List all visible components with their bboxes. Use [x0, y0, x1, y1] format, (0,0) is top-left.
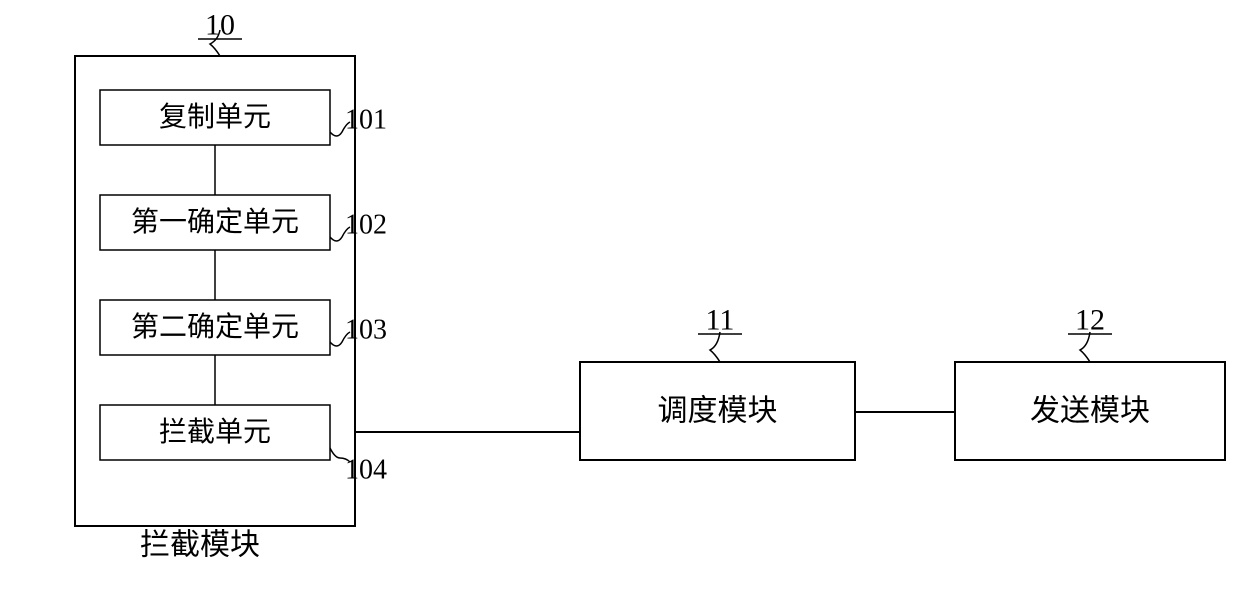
scheduling_module-ref-number: 11 — [706, 304, 735, 337]
unit-label-101: 复制单元 — [159, 101, 271, 133]
sending_module-ref-leader — [1080, 332, 1090, 362]
sending_module-ref-number: 12 — [1075, 304, 1105, 337]
ref-number-103: 103 — [345, 315, 387, 346]
unit-label-104: 拦截单元 — [159, 416, 271, 448]
sending_module-label: 发送模块 — [1030, 395, 1150, 428]
unit-label-102: 第一确定单元 — [131, 206, 299, 238]
ref-number-10: 10 — [205, 9, 235, 42]
ref-number-104: 104 — [345, 455, 387, 486]
scheduling_module-ref-leader — [710, 332, 720, 362]
ref-number-102: 102 — [345, 210, 387, 241]
unit-label-103: 第二确定单元 — [131, 311, 299, 343]
ref-number-101: 101 — [345, 105, 387, 136]
intercept-module-label: 拦截模块 — [140, 529, 260, 562]
scheduling_module-label: 调度模块 — [658, 395, 778, 428]
block-diagram: 10 复制单元 101 第一确定单元 102 第二确定单元 103 拦截单元 104 拦截模块 调度… — [0, 0, 1240, 594]
